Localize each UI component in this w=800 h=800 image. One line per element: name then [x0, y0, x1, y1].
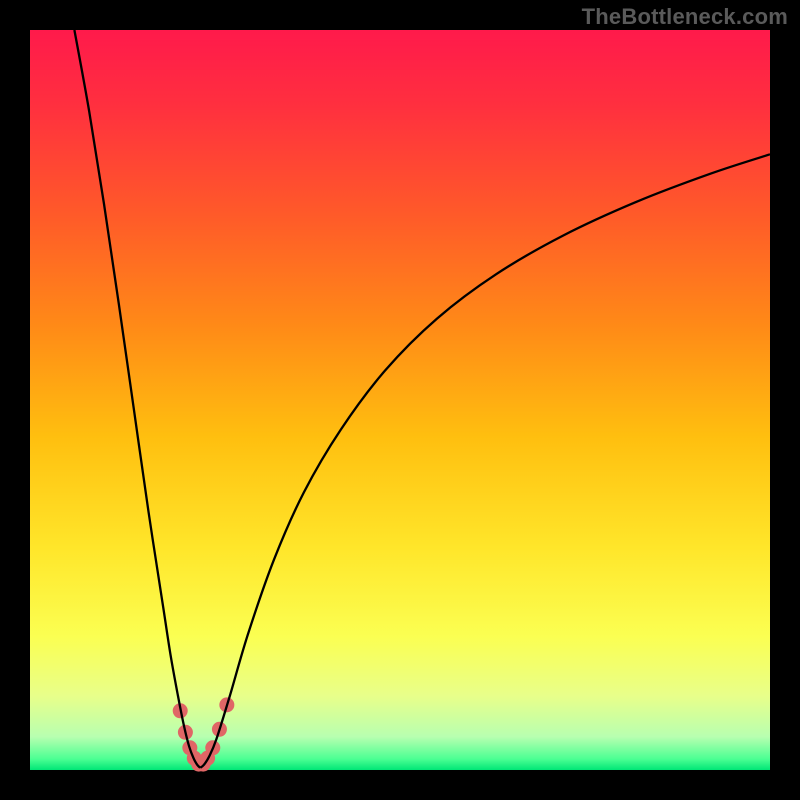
chart-container: TheBottleneck.com [0, 0, 800, 800]
plot-background [30, 30, 770, 770]
bottleneck-chart-svg [0, 0, 800, 800]
watermark-text: TheBottleneck.com [582, 4, 788, 30]
